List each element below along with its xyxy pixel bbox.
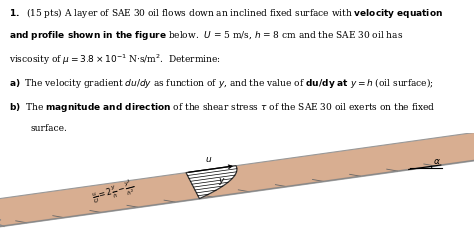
Text: α: α	[434, 157, 440, 166]
Text: y: y	[218, 176, 223, 185]
Text: $\mathbf{and\ profile\ shown\ in\ the\ figure}$ below.  $U$ = 5 m/s, $h$ = 8 cm : $\mathbf{and\ profile\ shown\ in\ the\ f…	[9, 29, 404, 42]
Text: viscosity of $\mu = 3.8\times10^{-1}$ N$\cdot$s/m$^{2}$.  Determine:: viscosity of $\mu = 3.8\times10^{-1}$ N$…	[9, 53, 221, 67]
Text: $\mathbf{1.}$  (15 pts) A layer of SAE 30 oil flows down an inclined fixed surfa: $\mathbf{1.}$ (15 pts) A layer of SAE 30…	[9, 6, 444, 20]
Text: $\mathbf{a)}$  The velocity gradient $du/dy$ as function of $y$, and the value o: $\mathbf{a)}$ The velocity gradient $du/…	[9, 76, 435, 90]
Text: $\frac{u}{U}=2\frac{y}{h}-\frac{y^{2}}{h^{2}}$: $\frac{u}{U}=2\frac{y}{h}-\frac{y^{2}}{h…	[90, 177, 137, 207]
Text: u: u	[206, 155, 211, 164]
Text: surface.: surface.	[30, 124, 67, 133]
Text: $\mathbf{b)}$  The $\mathbf{magnitude\ and\ direction}$ of the shear stress $\ta: $\mathbf{b)}$ The $\mathbf{magnitude\ an…	[9, 101, 436, 114]
Polygon shape	[0, 127, 474, 226]
Polygon shape	[186, 166, 237, 199]
